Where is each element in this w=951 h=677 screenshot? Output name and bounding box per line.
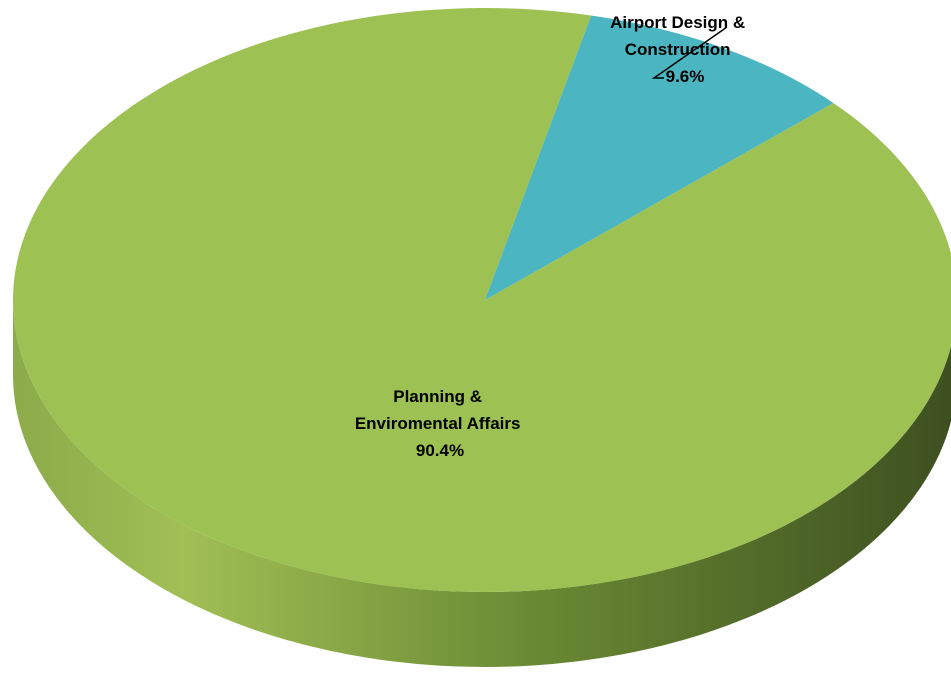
pie-slice-airport-design-construction — [485, 15, 834, 300]
slice-label-line: Construction — [625, 40, 731, 59]
slice-label-airport-design: Airport Design & Construction 9.6% — [610, 13, 750, 86]
slice-label-line: Airport Design & — [610, 13, 745, 32]
slice-label-line: Planning & — [393, 387, 482, 406]
slice-value-label: 9.6% — [666, 67, 705, 86]
slice-label-line: Enviromental Affairs — [355, 414, 521, 433]
slice-label-planning: Planning & Enviromental Affairs 90.4% — [355, 387, 525, 460]
leader-line-airport-design — [651, 27, 727, 79]
slice-value-label: 90.4% — [416, 441, 464, 460]
pie-slice-planning-environmental-affairs — [13, 7, 951, 592]
pie-side-wall — [13, 300, 951, 667]
